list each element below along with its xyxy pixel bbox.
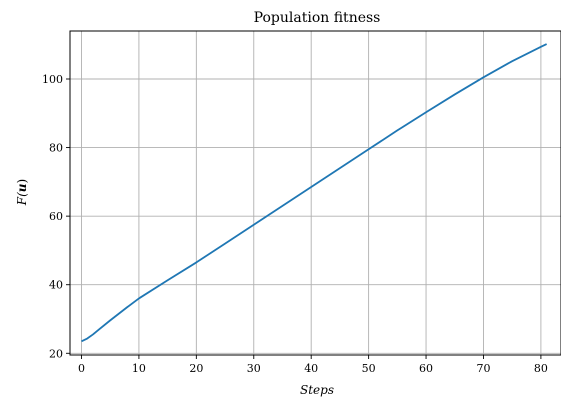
x-tick-label: 0	[78, 362, 85, 375]
x-tick-label: 50	[362, 362, 376, 375]
x-axis-label: Steps	[300, 383, 334, 397]
grid-lines	[70, 31, 561, 355]
y-tick-label: 100	[42, 73, 63, 86]
y-axis-ticks: 20 40 60 80 100	[42, 73, 70, 360]
y-tick-label: 20	[49, 347, 63, 360]
x-tick-label: 30	[247, 362, 261, 375]
plot-area-frame	[69, 30, 561, 356]
y-axis-label: F(u)	[15, 179, 29, 206]
y-tick-label: 40	[49, 279, 63, 292]
chart-title: Population fitness	[254, 10, 381, 26]
x-tick-label: 70	[476, 362, 490, 375]
y-axis-label-variable: u	[15, 183, 29, 192]
y-tick-label: 60	[49, 210, 63, 223]
x-tick-label: 20	[189, 362, 203, 375]
y-axis-label-prefix: F(	[15, 192, 29, 206]
fitness-line	[81, 43, 548, 343]
x-tick-label: 80	[534, 362, 548, 375]
x-tick-label: 10	[132, 362, 146, 375]
x-tick-label: 60	[419, 362, 433, 375]
x-axis-ticks: 0 10 20 30 40 50 60 70 80	[78, 355, 548, 375]
x-tick-label: 40	[304, 362, 318, 375]
y-axis-label-suffix: )	[15, 179, 29, 184]
y-tick-label: 80	[49, 142, 63, 155]
